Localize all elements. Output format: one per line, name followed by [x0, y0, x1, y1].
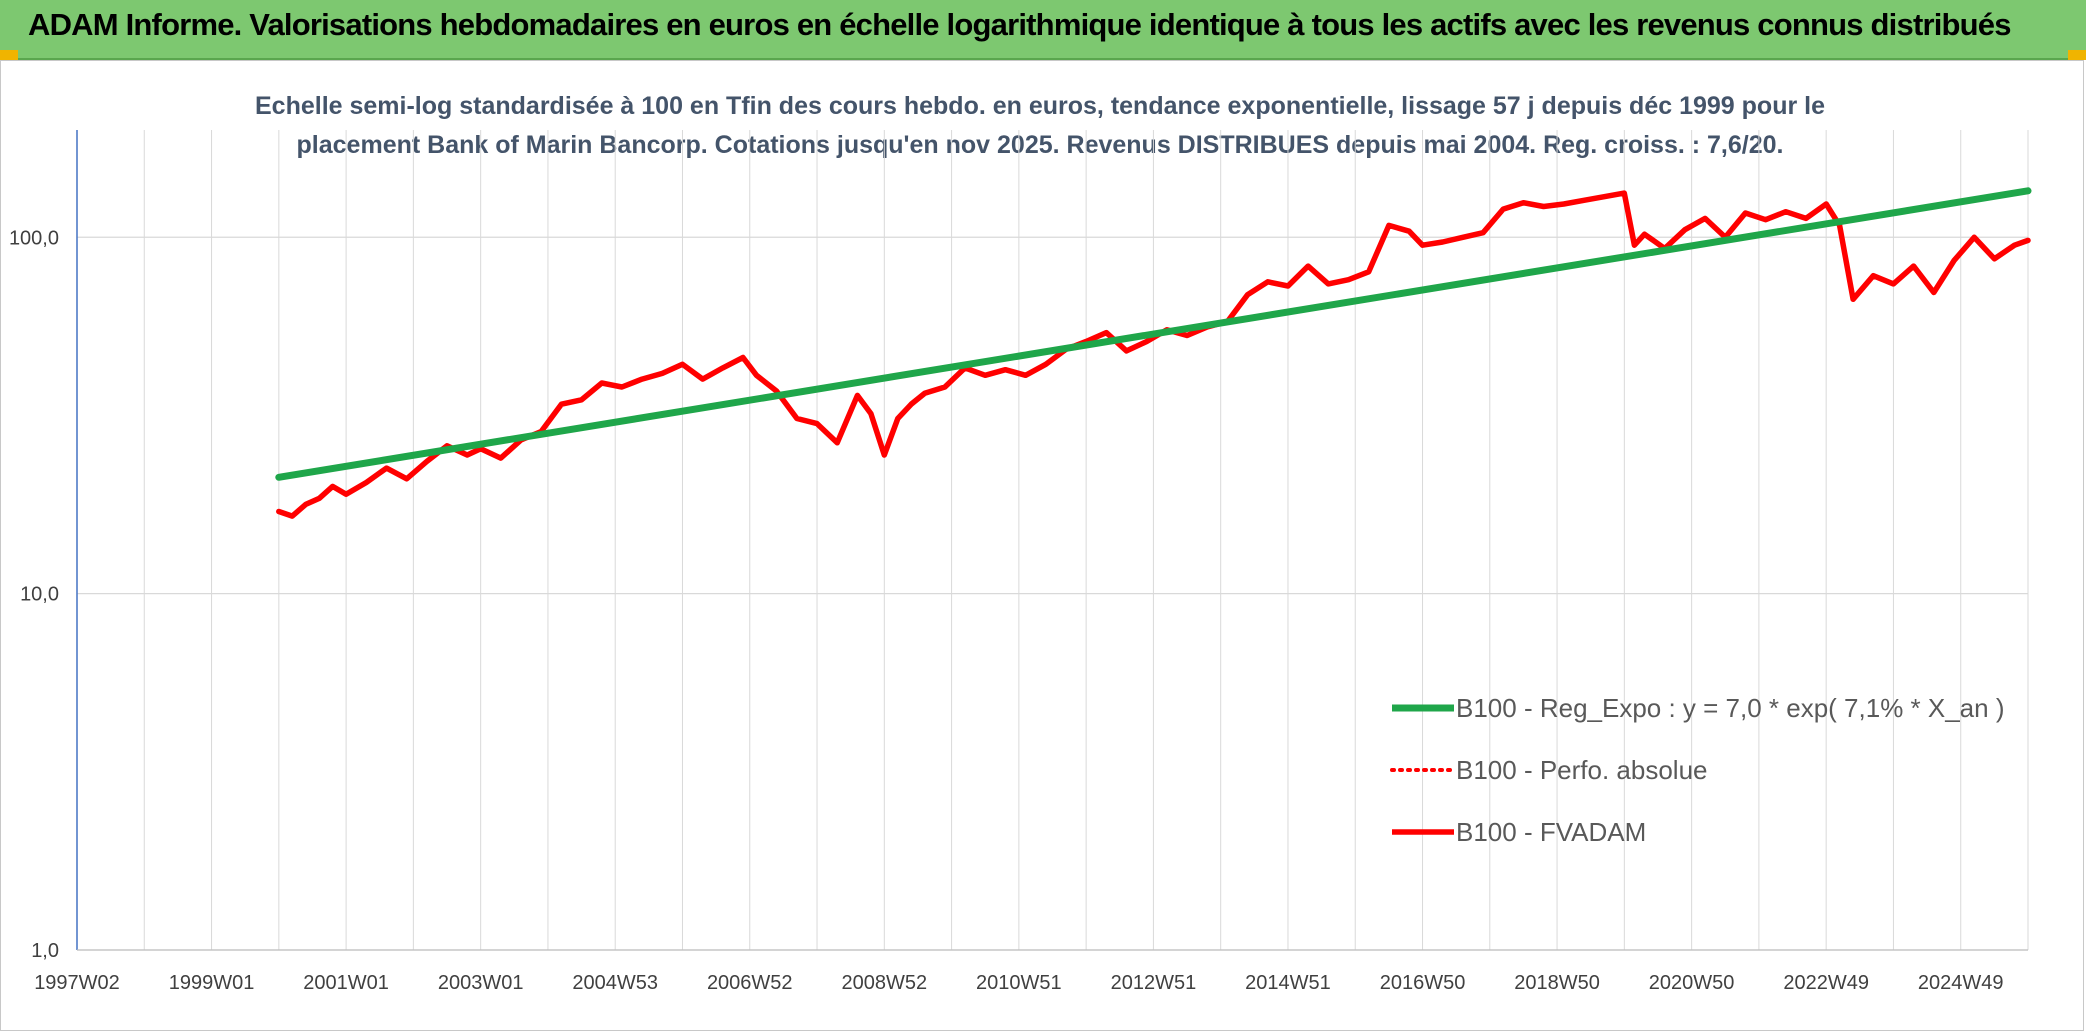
legend-label: B100 - FVADAM [1456, 817, 1646, 847]
x-tick-label: 2001W01 [303, 972, 389, 994]
y-tick-label: 1,0 [31, 940, 59, 962]
chart-series [275, 187, 2032, 519]
x-tick-label: 2020W50 [1649, 972, 1735, 994]
x-tick-label: 2018W50 [1514, 972, 1600, 994]
x-tick-label: 2016W50 [1380, 972, 1466, 994]
corner-marker-right [2068, 50, 2086, 60]
x-tick-label: 2024W49 [1918, 972, 2004, 994]
x-tick-label: 2022W49 [1783, 972, 1869, 994]
series-line [275, 187, 2032, 481]
chart-legend: B100 - Reg_Expo : y = 7,0 * exp( 7,1% * … [1390, 693, 2005, 847]
chart-subtitle-line: placement Bank of Marin Bancorp. Cotatio… [297, 131, 1784, 159]
corner-marker-left [0, 50, 18, 60]
y-axis-ticks: 1,0 10,0 100,0 [9, 227, 59, 962]
y-tick-label: 100,0 [9, 227, 59, 249]
series-line [276, 190, 2031, 519]
y-tick-label: 10,0 [20, 584, 59, 606]
x-tick-label: 2014W51 [1245, 972, 1331, 994]
legend-label: B100 - Reg_Expo : y = 7,0 * exp( 7,1% * … [1456, 693, 2005, 723]
x-tick-label: 2010W51 [976, 972, 1062, 994]
chart-frame [0, 60, 2084, 1031]
report-title: ADAM Informe. Valorisations hebdomadaire… [28, 7, 2012, 42]
x-tick-label: 1997W02 [34, 972, 120, 994]
chart-subtitle-line: Echelle semi-log standardisée à 100 en T… [255, 92, 1825, 120]
x-tick-label: 2012W51 [1111, 972, 1197, 994]
legend-label: B100 - Perfo. absolue [1456, 755, 1708, 785]
x-tick-label: 2004W53 [572, 972, 658, 994]
x-axis-ticks: 1997W02 1999W01 2001W01 2003W01 2004W53 2006W… [34, 972, 2003, 994]
chart-axes [76, 130, 2028, 951]
chart-subtitle: Echelle semi-log standardisée à 100 en T… [255, 92, 1825, 159]
x-tick-label: 2006W52 [707, 972, 793, 994]
report-header: ADAM Informe. Valorisations hebdomadaire… [0, 0, 2086, 60]
x-tick-label: 1999W01 [169, 972, 255, 994]
chart-grid [76, 130, 2029, 951]
x-tick-label: 2008W52 [841, 972, 927, 994]
x-tick-label: 2003W01 [438, 972, 524, 994]
